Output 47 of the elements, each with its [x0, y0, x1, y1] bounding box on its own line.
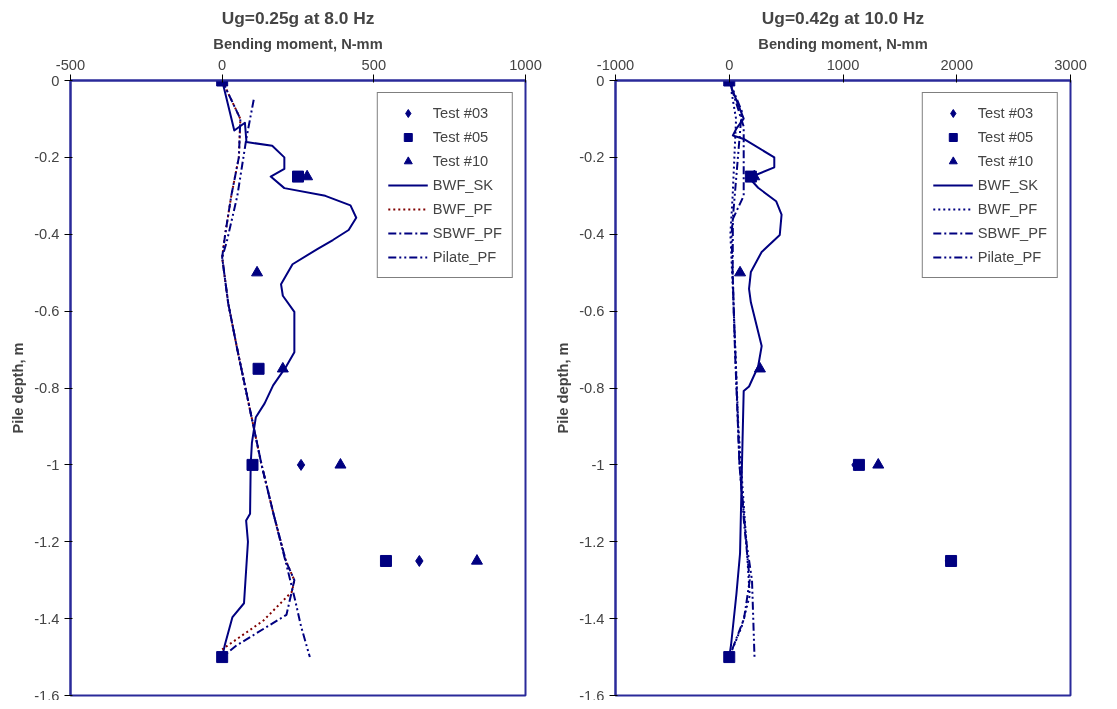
y-tick-label: -1	[591, 456, 605, 473]
x-tick-label: -500	[55, 56, 86, 73]
y-tick-label: -0.4	[34, 226, 60, 243]
y-tick-label: -0.2	[34, 149, 60, 166]
legend-label: Test #03	[432, 105, 489, 121]
y-axis-title: Pile depth, m	[10, 342, 27, 434]
y-tick-label: -1.6	[579, 687, 605, 704]
legend-label: Test #10	[977, 153, 1034, 169]
legend-label: SBWF_PF	[977, 225, 1047, 241]
y-tick-label: 0	[51, 72, 60, 89]
x-axis-title: Bending moment, N-mm	[213, 35, 383, 52]
y-tick-label: -1.4	[34, 610, 60, 627]
y-tick-label: 0	[596, 72, 605, 89]
chart-title: Ug=0.42g at 10.0 Hz	[761, 7, 925, 28]
y-tick-label: -0.8	[579, 380, 605, 396]
legend-label: Test #10	[432, 153, 489, 169]
y-tick-label: -0.6	[579, 303, 605, 320]
legend-label: BWF_PF	[977, 201, 1038, 217]
y-tick-label: -0.2	[579, 149, 605, 166]
y-tick-label: -0.4	[579, 226, 605, 243]
x-tick-label: 0	[218, 56, 227, 73]
x-tick-label: 0	[725, 56, 734, 73]
legend-label: Pilate_PF	[432, 249, 497, 265]
y-tick-label: -0.6	[34, 303, 60, 320]
x-tick-label: 1000	[509, 56, 542, 73]
x-tick-label: 1000	[826, 56, 860, 73]
y-tick-label: -1	[46, 456, 60, 473]
y-axis-title: Pile depth, m	[555, 342, 572, 434]
x-axis-title: Bending moment, N-mm	[758, 35, 928, 52]
legend-label: Test #05	[977, 129, 1034, 145]
x-tick-label: 2000	[940, 56, 974, 73]
y-tick-label: -1.6	[34, 687, 60, 704]
x-tick-label: 3000	[1054, 56, 1087, 73]
chart-title: Ug=0.25g at 8.0 Hz	[221, 7, 375, 28]
y-tick-label: -1.4	[579, 610, 605, 627]
x-tick-label: 500	[361, 56, 387, 73]
x-tick-label: -1000	[596, 56, 635, 73]
legend-label: SBWF_PF	[432, 225, 502, 241]
legend-label: Test #03	[977, 105, 1034, 121]
y-tick-label: -1.2	[579, 533, 605, 550]
legend-label: Test #05	[432, 129, 489, 145]
legend-label: BWF_PF	[432, 201, 493, 217]
legend-label: Pilate_PF	[977, 249, 1042, 265]
y-tick-label: -0.8	[34, 380, 60, 396]
y-tick-label: -1.2	[34, 533, 60, 550]
legend-label: BWF_SK	[432, 177, 494, 193]
legend-label: BWF_SK	[977, 177, 1039, 193]
